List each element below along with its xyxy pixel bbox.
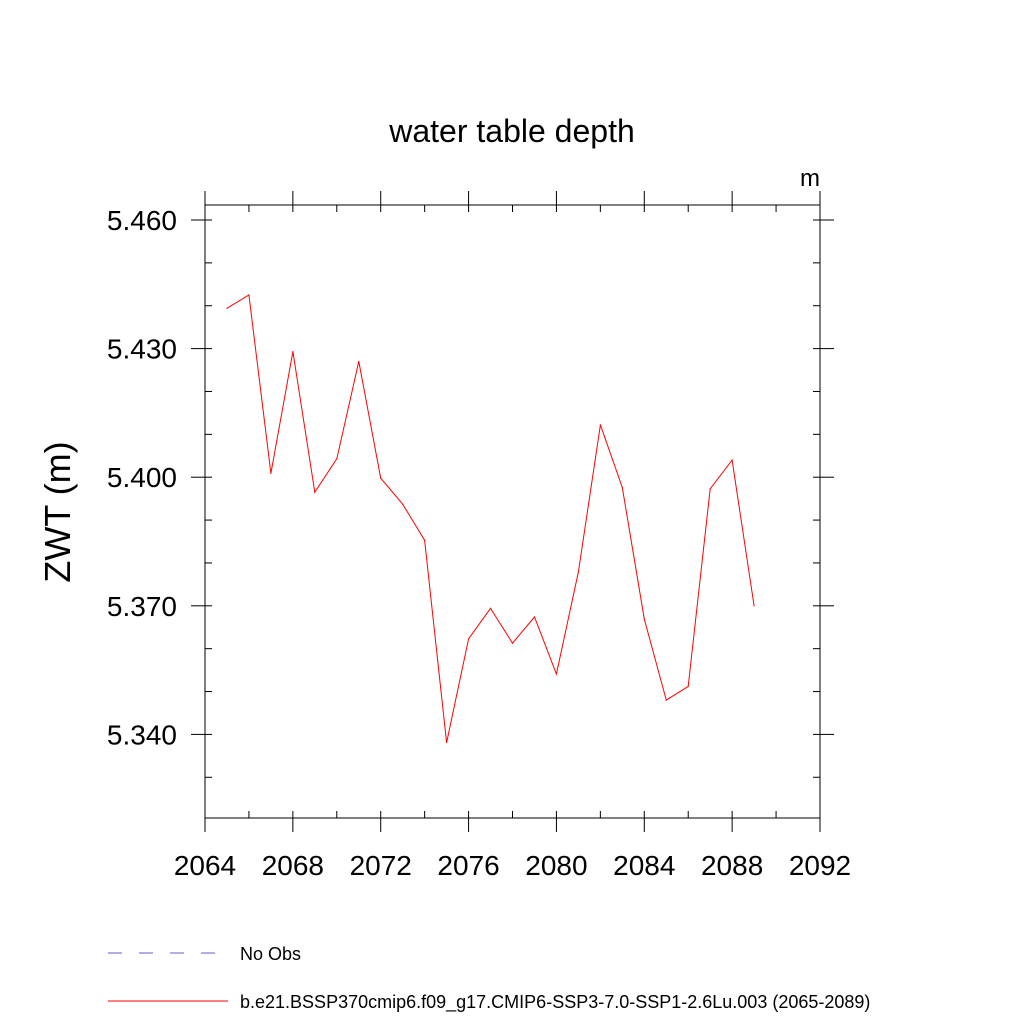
x-tick-label: 2072 — [350, 850, 412, 881]
legend-label: No Obs — [240, 944, 301, 964]
series-layer — [226, 294, 755, 744]
data-point — [358, 360, 360, 363]
data-point — [643, 618, 645, 620]
data-point — [511, 642, 514, 644]
data-point — [709, 488, 711, 490]
x-axis-ticks: 2064 2068 2072 2076 2080 2084 2088 2092 — [174, 191, 851, 881]
data-point — [292, 351, 294, 353]
y-tick-label: 5.340 — [107, 719, 177, 750]
data-point — [489, 607, 492, 609]
data-point — [731, 459, 733, 461]
data-point — [226, 307, 228, 309]
data-point — [533, 616, 536, 618]
x-tick-label: 2068 — [262, 850, 324, 881]
x-tick-label: 2076 — [437, 850, 499, 881]
data-point — [555, 673, 558, 675]
y-axis-ticks: 5.460 5.430 5.400 5.370 5.340 — [107, 205, 834, 778]
y-tick-label: 5.430 — [107, 334, 177, 365]
plot-frame — [204, 204, 821, 819]
x-tick-label: 2084 — [613, 850, 675, 881]
data-point — [380, 477, 382, 479]
legend: No Obs b.e21.BSSP370cmip6.f09_g17.CMIP6-S… — [108, 944, 870, 1013]
units-label: m — [800, 165, 820, 192]
data-point — [687, 685, 689, 687]
data-point — [753, 605, 755, 607]
data-point — [665, 699, 667, 701]
x-tick-label: 2092 — [789, 850, 851, 881]
data-point — [599, 424, 601, 426]
x-tick-label: 2080 — [525, 850, 587, 881]
data-point — [446, 741, 448, 744]
data-point — [270, 472, 272, 474]
data-point — [577, 571, 579, 573]
data-point — [336, 458, 338, 460]
y-tick-label: 5.460 — [107, 205, 177, 236]
chart-title: water table depth — [388, 113, 635, 149]
data-point — [248, 294, 250, 296]
series-line — [226, 294, 755, 743]
x-tick-label: 2088 — [701, 850, 763, 881]
y-tick-label: 5.370 — [107, 591, 177, 622]
data-point — [467, 638, 470, 640]
data-point — [621, 486, 623, 489]
data-point — [424, 539, 426, 541]
y-axis-label: ZWT (m) — [37, 441, 78, 582]
x-tick-label: 2064 — [174, 850, 236, 881]
data-point — [314, 491, 316, 493]
data-point — [402, 503, 404, 505]
y-tick-label: 5.400 — [107, 462, 177, 493]
legend-label: b.e21.BSSP370cmip6.f09_g17.CMIP6-SSP3-7.… — [240, 992, 870, 1013]
